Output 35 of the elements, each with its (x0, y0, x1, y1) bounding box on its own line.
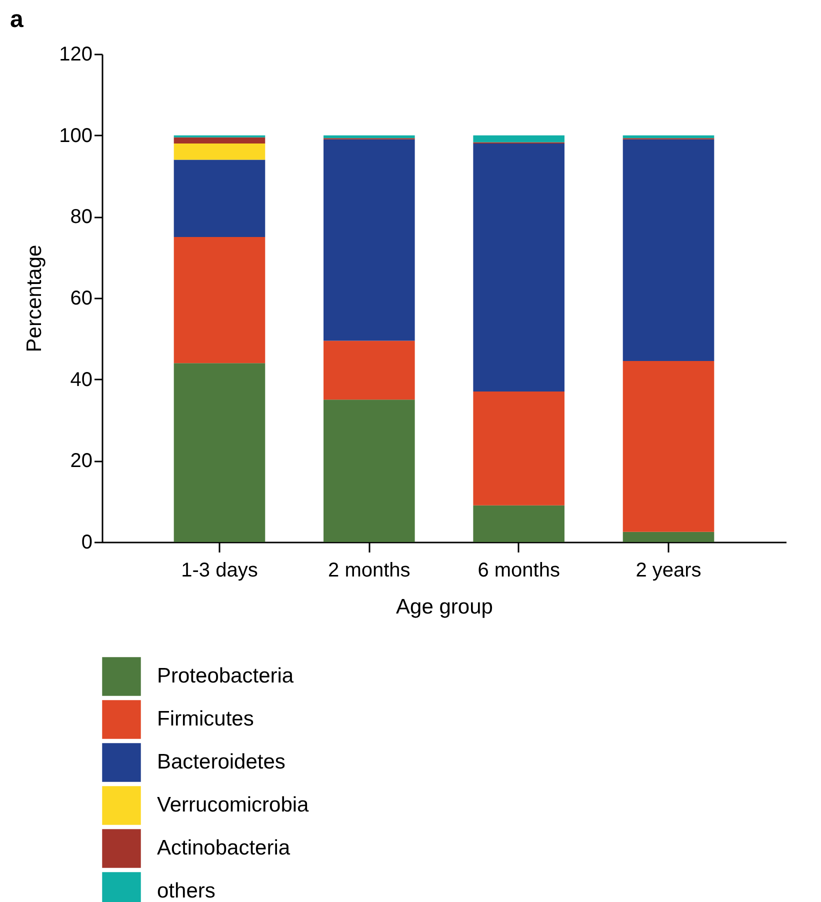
bar (174, 237, 266, 364)
bar (473, 505, 564, 542)
legend-label: Verrucomicrobia (157, 794, 310, 816)
x-axis-title: Age group (396, 596, 493, 618)
legend-label: Actinobacteria (157, 836, 290, 860)
x-tick-label: 2 years (636, 560, 702, 582)
bar (622, 361, 714, 532)
bar (473, 135, 564, 142)
bar (473, 392, 564, 506)
bar (473, 143, 564, 392)
x-tick-label: 6 months (478, 560, 560, 582)
bar (174, 160, 266, 237)
y-tick-label: 0 (81, 532, 92, 554)
y-tick-label: 80 (70, 206, 92, 228)
y-axis-title: Percentage (23, 244, 46, 352)
legend-label: Bacteroidetes (157, 750, 286, 774)
bar (324, 400, 415, 542)
bar (622, 532, 714, 542)
y-tick-label: 60 (70, 288, 92, 310)
y-tick-label: 40 (70, 368, 92, 391)
bar (174, 363, 266, 542)
chart-title: a (10, 6, 24, 33)
y-tick-label: 100 (59, 124, 92, 147)
y-tick-label: 120 (59, 44, 92, 66)
bar (622, 139, 714, 362)
bar (174, 137, 266, 144)
bar (324, 340, 415, 400)
bar (324, 139, 415, 341)
bar (174, 143, 266, 160)
x-tick-label: 1-3 days (181, 560, 258, 582)
y-tick-label: 20 (70, 450, 92, 472)
legend-label: Proteobacteria (157, 664, 294, 688)
x-tick-label: 2 months (328, 560, 410, 582)
legend-label: others (157, 880, 216, 902)
legend-label: Firmicutes (157, 708, 254, 730)
